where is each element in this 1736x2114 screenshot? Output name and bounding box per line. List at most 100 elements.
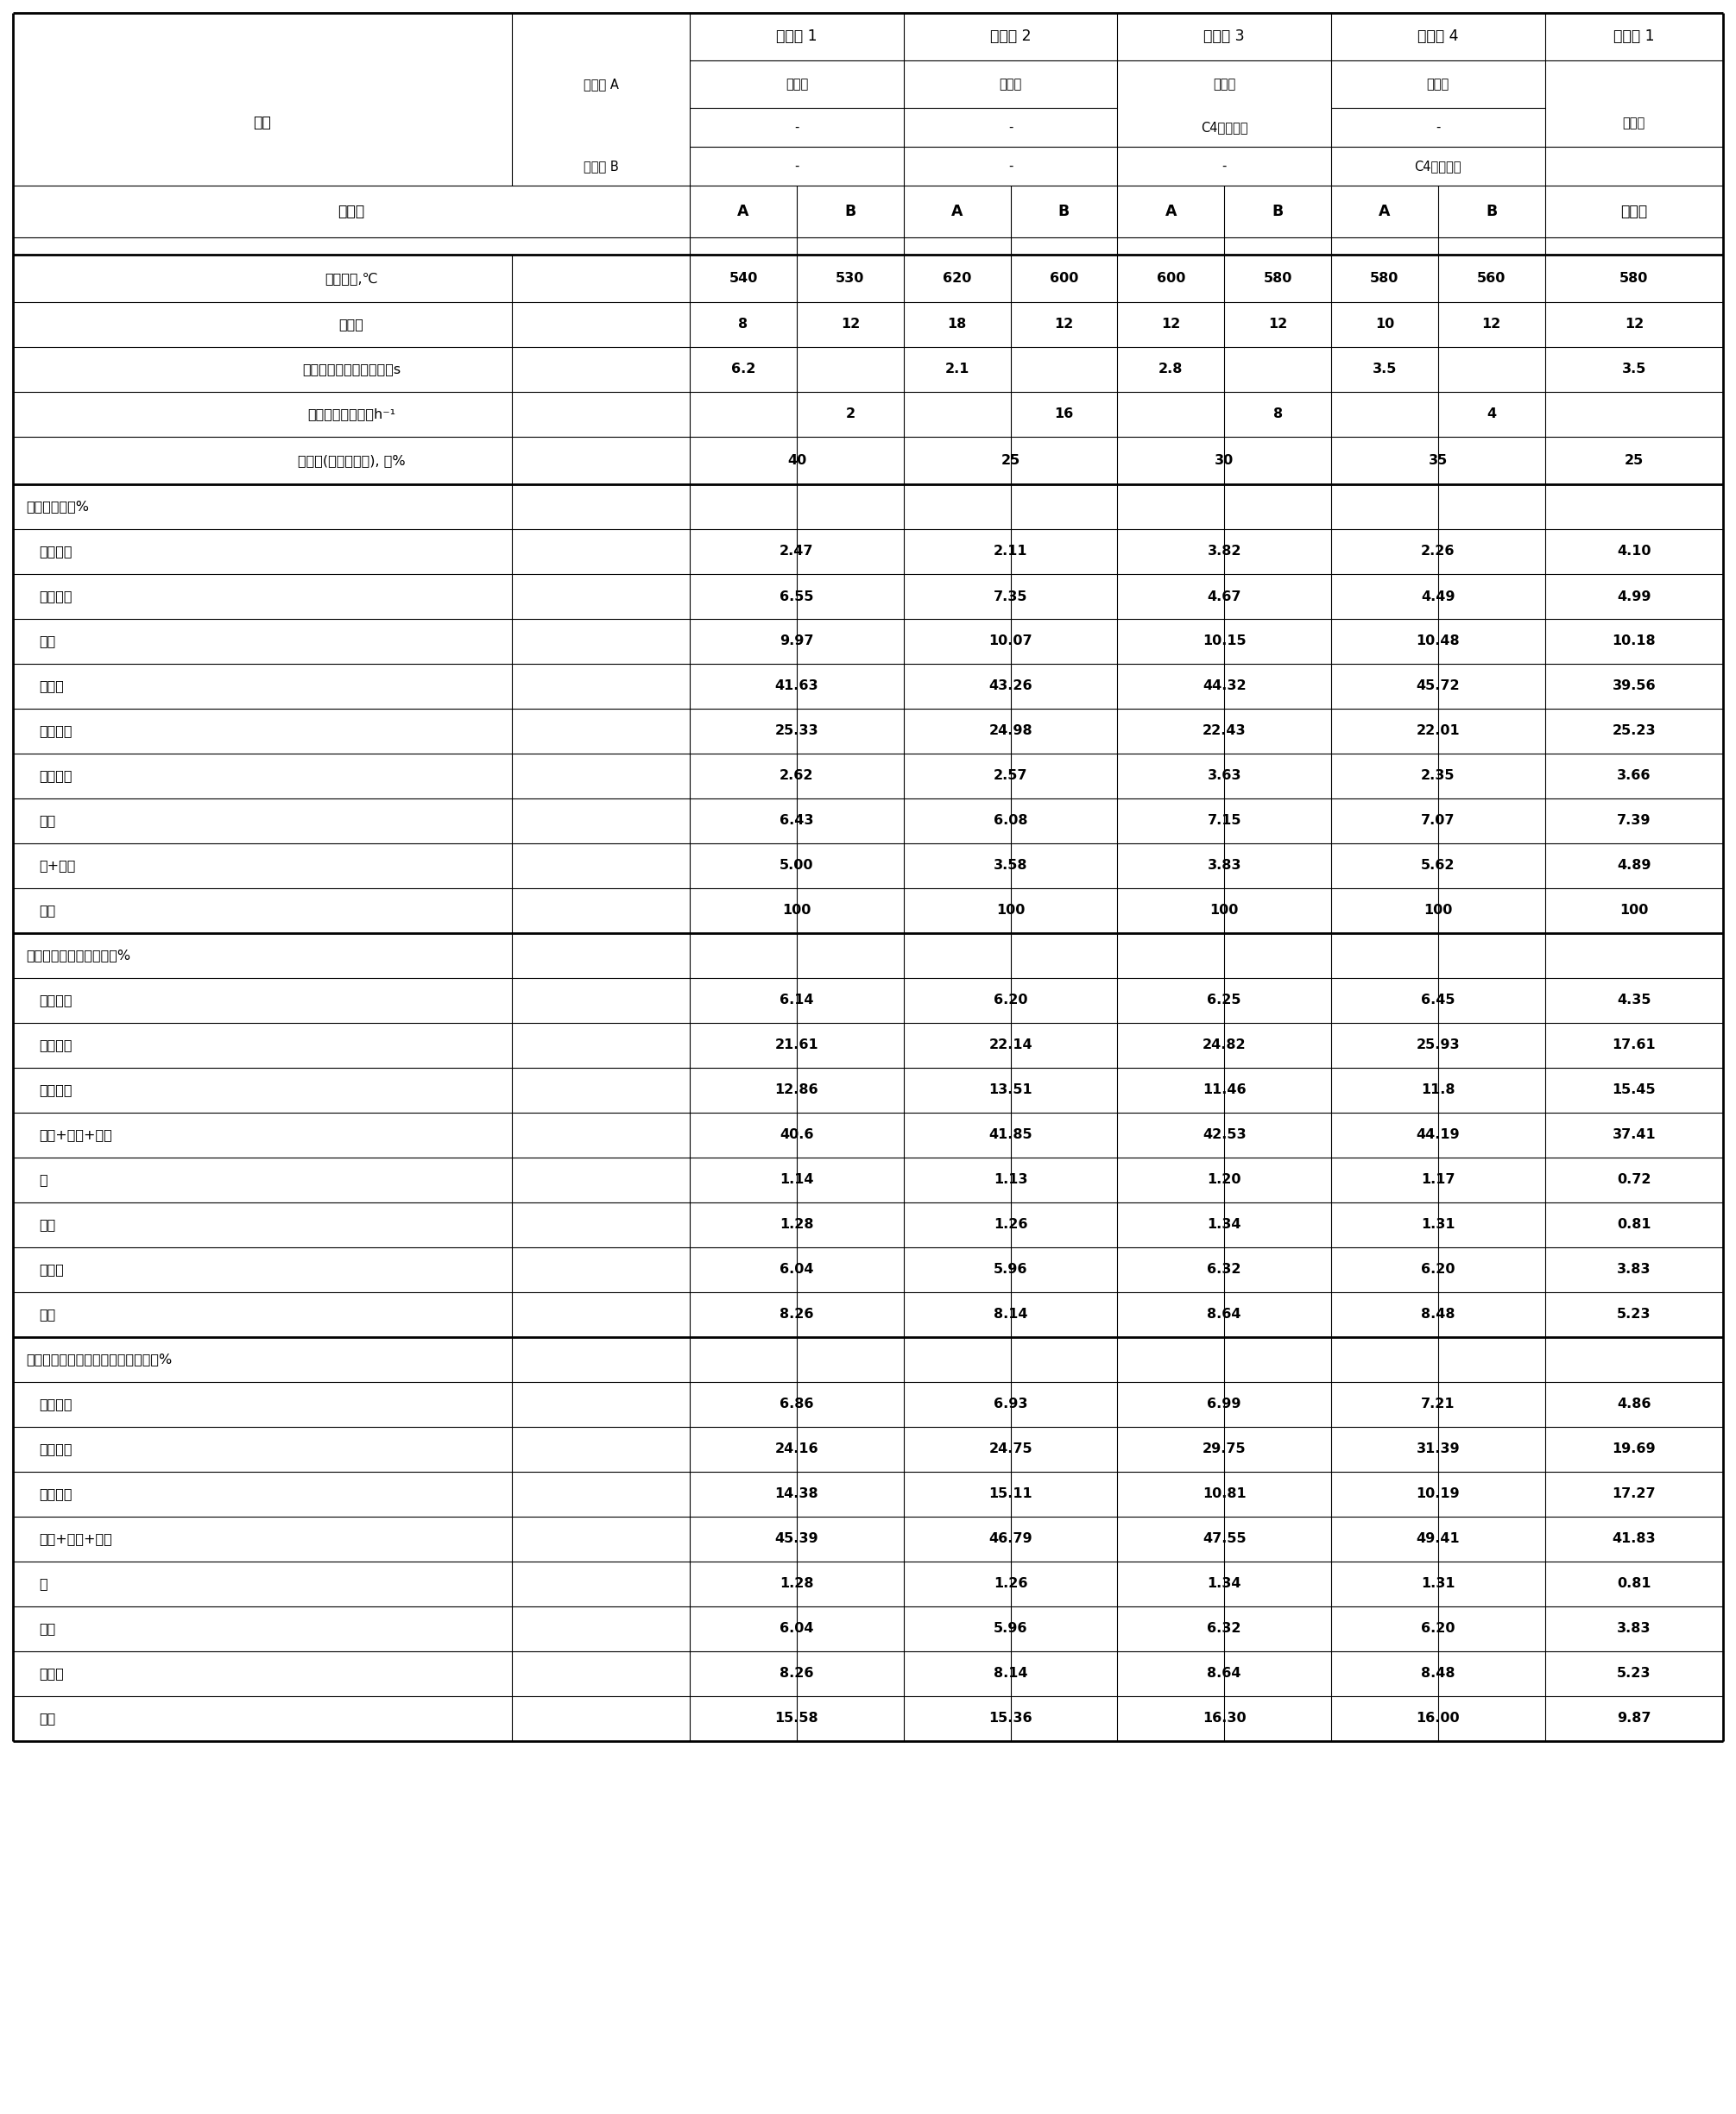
Text: 25: 25 xyxy=(1625,455,1644,467)
Text: 29.75: 29.75 xyxy=(1203,1444,1246,1457)
Text: 100: 100 xyxy=(1620,905,1649,917)
Text: 基于碳平衡低碳烯烃、芳烃产率，重%: 基于碳平衡低碳烯烃、芳烃产率，重% xyxy=(26,1353,172,1366)
Text: 15.36: 15.36 xyxy=(990,1712,1033,1725)
Text: 6.55: 6.55 xyxy=(779,590,814,602)
Text: 棕榈油: 棕榈油 xyxy=(1213,78,1236,91)
Text: 床层反应器空速，h⁻¹: 床层反应器空速，h⁻¹ xyxy=(307,408,396,421)
Text: 10.15: 10.15 xyxy=(1203,634,1246,647)
Text: 3.66: 3.66 xyxy=(1616,769,1651,782)
Text: 0.72: 0.72 xyxy=(1616,1173,1651,1186)
Text: 8.14: 8.14 xyxy=(993,1309,1028,1321)
Text: 21.61: 21.61 xyxy=(774,1038,819,1053)
Text: 10: 10 xyxy=(1375,317,1394,332)
Text: C4、轻汽油: C4、轻汽油 xyxy=(1415,161,1462,173)
Text: 11.46: 11.46 xyxy=(1203,1084,1246,1097)
Text: 7.07: 7.07 xyxy=(1422,814,1455,827)
Text: 6.08: 6.08 xyxy=(993,814,1028,827)
Text: 乙烯产率: 乙烯产率 xyxy=(38,994,73,1006)
Text: -: - xyxy=(1436,120,1441,133)
Text: B: B xyxy=(1486,203,1496,220)
Text: 12: 12 xyxy=(1054,317,1073,332)
Text: 2.1: 2.1 xyxy=(944,364,969,376)
Text: 9.97: 9.97 xyxy=(779,634,814,647)
Text: 4.35: 4.35 xyxy=(1616,994,1651,1006)
Text: 12: 12 xyxy=(840,317,859,332)
Text: 10.07: 10.07 xyxy=(990,634,1033,647)
Text: 干气: 干气 xyxy=(38,634,56,647)
Text: 3.83: 3.83 xyxy=(1207,858,1241,873)
Text: 540: 540 xyxy=(729,273,757,285)
Text: 实施例 4: 实施例 4 xyxy=(1418,30,1458,44)
Text: 41.85: 41.85 xyxy=(990,1129,1033,1142)
Text: 低碳烯烃、芳烃产率，重%: 低碳烯烃、芳烃产率，重% xyxy=(26,949,130,962)
Text: B: B xyxy=(1272,203,1283,220)
Text: 43.26: 43.26 xyxy=(990,681,1033,693)
Text: 1.34: 1.34 xyxy=(1207,1218,1241,1230)
Text: 5.62: 5.62 xyxy=(1422,858,1455,873)
Text: 12: 12 xyxy=(1161,317,1180,332)
Text: 47.55: 47.55 xyxy=(1203,1533,1246,1545)
Text: 乙烯产率: 乙烯产率 xyxy=(38,1397,73,1410)
Text: 2: 2 xyxy=(845,408,856,421)
Text: 1.26: 1.26 xyxy=(993,1218,1028,1230)
Text: 1.31: 1.31 xyxy=(1422,1218,1455,1230)
Text: 6.2: 6.2 xyxy=(731,364,755,376)
Text: 46.79: 46.79 xyxy=(990,1533,1033,1545)
Text: 41.63: 41.63 xyxy=(774,681,819,693)
Text: 反应器: 反应器 xyxy=(339,203,365,220)
Text: 棕榈油: 棕榈油 xyxy=(1623,116,1646,129)
Text: A: A xyxy=(1165,203,1177,220)
Text: 40: 40 xyxy=(786,455,806,467)
Text: 6.99: 6.99 xyxy=(1207,1397,1241,1410)
Text: 棕榈油: 棕榈油 xyxy=(1000,78,1023,91)
Text: B: B xyxy=(844,203,856,220)
Text: 苯: 苯 xyxy=(38,1173,47,1186)
Text: 10.81: 10.81 xyxy=(1203,1488,1246,1501)
Text: 15.11: 15.11 xyxy=(990,1488,1033,1501)
Text: 15.58: 15.58 xyxy=(774,1712,819,1725)
Text: 二甲苯: 二甲苯 xyxy=(38,1264,64,1277)
Text: 6.20: 6.20 xyxy=(1422,1264,1455,1277)
Text: 总注水(占新鲜原料), 重%: 总注水(占新鲜原料), 重% xyxy=(297,455,404,467)
Text: 提升管反应器反应时间，s: 提升管反应器反应时间，s xyxy=(302,364,401,376)
Text: A: A xyxy=(1378,203,1391,220)
Text: 8.14: 8.14 xyxy=(993,1668,1028,1681)
Text: 24.16: 24.16 xyxy=(774,1444,819,1457)
Text: 14.38: 14.38 xyxy=(774,1488,819,1501)
Text: 17.61: 17.61 xyxy=(1613,1038,1656,1053)
Text: 6.04: 6.04 xyxy=(779,1621,814,1636)
Text: 45.72: 45.72 xyxy=(1417,681,1460,693)
Text: 乙烯+丙烯+丁烯: 乙烯+丙烯+丁烯 xyxy=(38,1533,113,1545)
Text: 物料平衡，重%: 物料平衡，重% xyxy=(26,501,89,514)
Text: 44.19: 44.19 xyxy=(1417,1129,1460,1142)
Text: 22.01: 22.01 xyxy=(1417,725,1460,738)
Text: 5.00: 5.00 xyxy=(779,858,814,873)
Text: 1.28: 1.28 xyxy=(779,1577,814,1590)
Text: 裂解汽油: 裂解汽油 xyxy=(38,725,73,738)
Text: 9.87: 9.87 xyxy=(1616,1712,1651,1725)
Text: 一氧化碳: 一氧化碳 xyxy=(38,590,73,602)
Text: 18: 18 xyxy=(948,317,967,332)
Text: 600: 600 xyxy=(1050,273,1078,285)
Text: 25.23: 25.23 xyxy=(1613,725,1656,738)
Text: 2.62: 2.62 xyxy=(779,769,814,782)
Text: 芳烃: 芳烃 xyxy=(38,1309,56,1321)
Text: 6.14: 6.14 xyxy=(779,994,814,1006)
Text: 35: 35 xyxy=(1429,455,1448,467)
Text: 液化气: 液化气 xyxy=(38,681,64,693)
Text: 焦炭: 焦炭 xyxy=(38,814,56,827)
Text: 反应器 A: 反应器 A xyxy=(583,78,618,91)
Text: 2.47: 2.47 xyxy=(779,545,814,558)
Text: 25.93: 25.93 xyxy=(1417,1038,1460,1053)
Text: 22.43: 22.43 xyxy=(1203,725,1246,738)
Text: 12: 12 xyxy=(1483,317,1502,332)
Text: 4: 4 xyxy=(1486,408,1496,421)
Text: 二甲苯: 二甲苯 xyxy=(38,1668,64,1681)
Text: 17.27: 17.27 xyxy=(1613,1488,1656,1501)
Text: 剂油比: 剂油比 xyxy=(339,317,365,332)
Text: 3.58: 3.58 xyxy=(993,858,1028,873)
Text: 16.30: 16.30 xyxy=(1203,1712,1246,1725)
Text: 4.86: 4.86 xyxy=(1616,1397,1651,1410)
Text: -: - xyxy=(1222,161,1227,173)
Text: 芳烃: 芳烃 xyxy=(38,1712,56,1725)
